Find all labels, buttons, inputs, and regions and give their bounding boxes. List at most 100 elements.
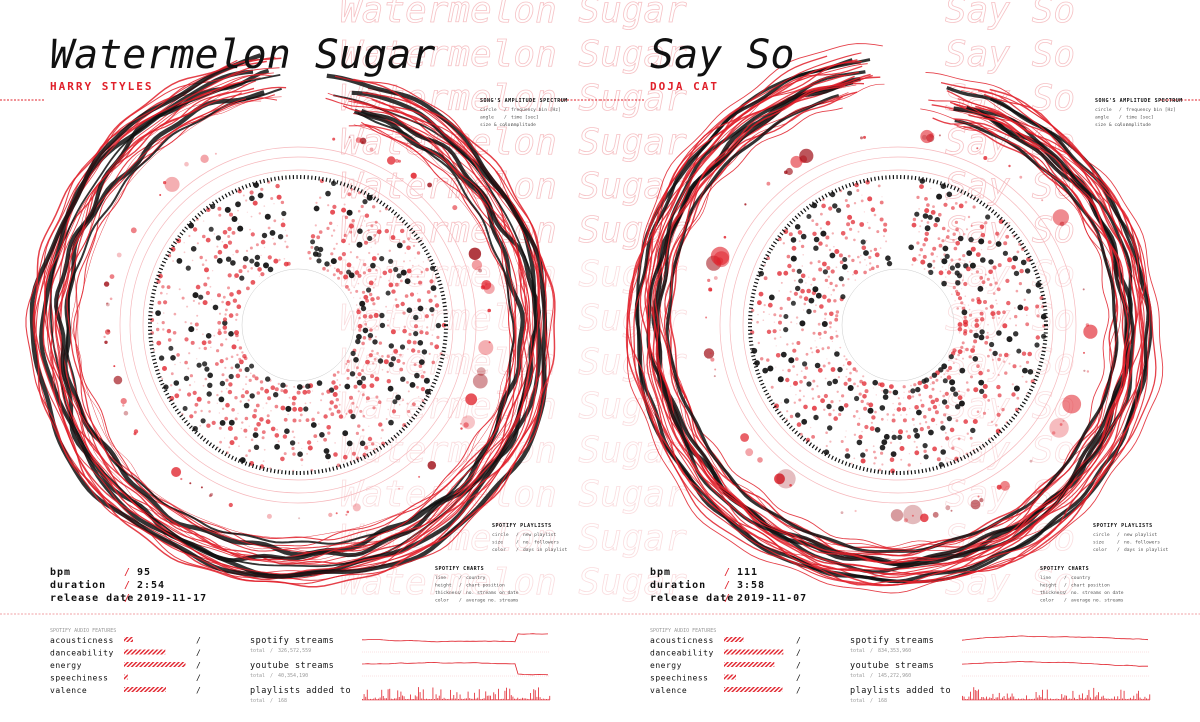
spectrum-dot (285, 384, 288, 388)
spectrum-dot (817, 331, 822, 336)
spectrum-dot (932, 266, 936, 269)
spectrum-dot (973, 339, 978, 344)
spectrum-dot (992, 265, 997, 270)
playlist-bar (422, 689, 424, 700)
playlist-bubble (452, 205, 458, 211)
spectrum-dot (985, 214, 991, 220)
spectrum-dot (773, 337, 777, 340)
spectrum-dot (269, 230, 276, 236)
spectrum-dot (319, 432, 325, 438)
playlist-bar (502, 698, 504, 700)
legend-separator: / (1117, 532, 1120, 538)
spectrum-dot (858, 417, 861, 420)
spectrum-dot (778, 314, 782, 318)
spectrum-dot (211, 299, 213, 301)
spectrum-dot (162, 328, 165, 331)
spectrum-dot (795, 285, 801, 292)
spectrum-dot (783, 398, 790, 404)
spectrum-dot (865, 239, 868, 242)
spectrum-dot (815, 304, 817, 307)
spectrum-dot (167, 338, 172, 342)
spectrum-dot (407, 237, 411, 241)
spectrum-dot (822, 269, 828, 275)
spectrum-dot (941, 280, 943, 282)
spectrum-dot (302, 389, 308, 395)
feature-bar (124, 687, 166, 692)
playlist-bar (538, 687, 539, 700)
spectrum-dot (842, 257, 848, 262)
spectrum-dot (869, 249, 873, 253)
spectrum-dot (187, 367, 190, 370)
spectrum-dot (249, 228, 251, 231)
spectrum-dot (368, 425, 370, 427)
spectrum-dot (246, 211, 248, 213)
playlist-bar (450, 689, 451, 700)
spectrum-dot (949, 427, 955, 433)
stat-separator: / (724, 580, 730, 591)
spectrum-dot (307, 445, 313, 451)
spectrum-dot (367, 235, 373, 241)
playlist-bar (1130, 697, 1131, 700)
playlist-bar (1110, 698, 1112, 700)
spectrum-dot (958, 258, 962, 261)
spectrum-dot (370, 246, 372, 248)
stream-separator: / (270, 648, 273, 654)
playlist-bar (1061, 694, 1063, 700)
spectrum-dot (786, 296, 791, 301)
spectrum-dot (370, 224, 374, 228)
spectrum-dot (404, 294, 409, 298)
stream-total-label: total (850, 673, 865, 679)
spectrum-dot (786, 343, 789, 346)
spectrum-dot (813, 245, 819, 251)
playlist-bubble (478, 340, 494, 356)
spectrum-dot (860, 254, 862, 257)
spectrum-dot (222, 295, 226, 299)
spectrum-dot (190, 340, 195, 345)
spectrum-dot (1017, 304, 1024, 311)
playlist-bar (523, 698, 525, 700)
spectrum-dot (867, 407, 874, 414)
spectrum-dot (868, 226, 871, 230)
spectrum-dot (860, 452, 866, 458)
spectrum-dot (939, 390, 942, 393)
spectrum-dot (927, 407, 932, 412)
spectrum-dot (968, 236, 974, 243)
spectrum-dot (246, 286, 250, 291)
spectrum-dot (287, 413, 289, 416)
spectrum-dot (273, 219, 277, 223)
playlist-bubble (208, 494, 212, 498)
spectrum-dot (428, 298, 433, 303)
spectrum-dot (881, 439, 888, 446)
spectrum-dot (862, 394, 867, 399)
spectrum-dot (923, 415, 927, 419)
spectrum-dot (332, 373, 337, 377)
spectrum-dot (930, 252, 934, 256)
spectrum-dot (162, 312, 165, 314)
spectrum-dot (364, 445, 369, 450)
spectrum-dot (202, 300, 208, 306)
stat-label: release date (50, 593, 134, 604)
spectrum-dot (809, 426, 812, 429)
spectrum-dot (941, 239, 945, 243)
spectrum-dot (309, 401, 312, 404)
spectrum-dot (318, 423, 320, 425)
spectrum-dot (367, 268, 372, 273)
playlist-bar (1037, 697, 1039, 700)
spectrum-dot (368, 353, 373, 358)
playlist-bubble (427, 461, 437, 470)
spectrum-dot (385, 290, 391, 296)
spectrum-dot (1025, 392, 1028, 395)
playlist-bubble (774, 473, 785, 485)
spectrum-dot (183, 375, 190, 382)
spectrum-dot (318, 230, 323, 234)
spectrum-dot (826, 380, 833, 386)
spectrum-dot (934, 410, 939, 415)
spectrum-dot (822, 364, 826, 368)
spectrum-dot (219, 440, 223, 444)
spectrum-dot (924, 208, 930, 214)
playlist-bar (1026, 695, 1027, 700)
spectrum-dot (821, 203, 826, 209)
spectrum-dot (963, 331, 968, 336)
spectrum-dot (914, 432, 920, 439)
artist: DOJA CAT (650, 80, 719, 93)
